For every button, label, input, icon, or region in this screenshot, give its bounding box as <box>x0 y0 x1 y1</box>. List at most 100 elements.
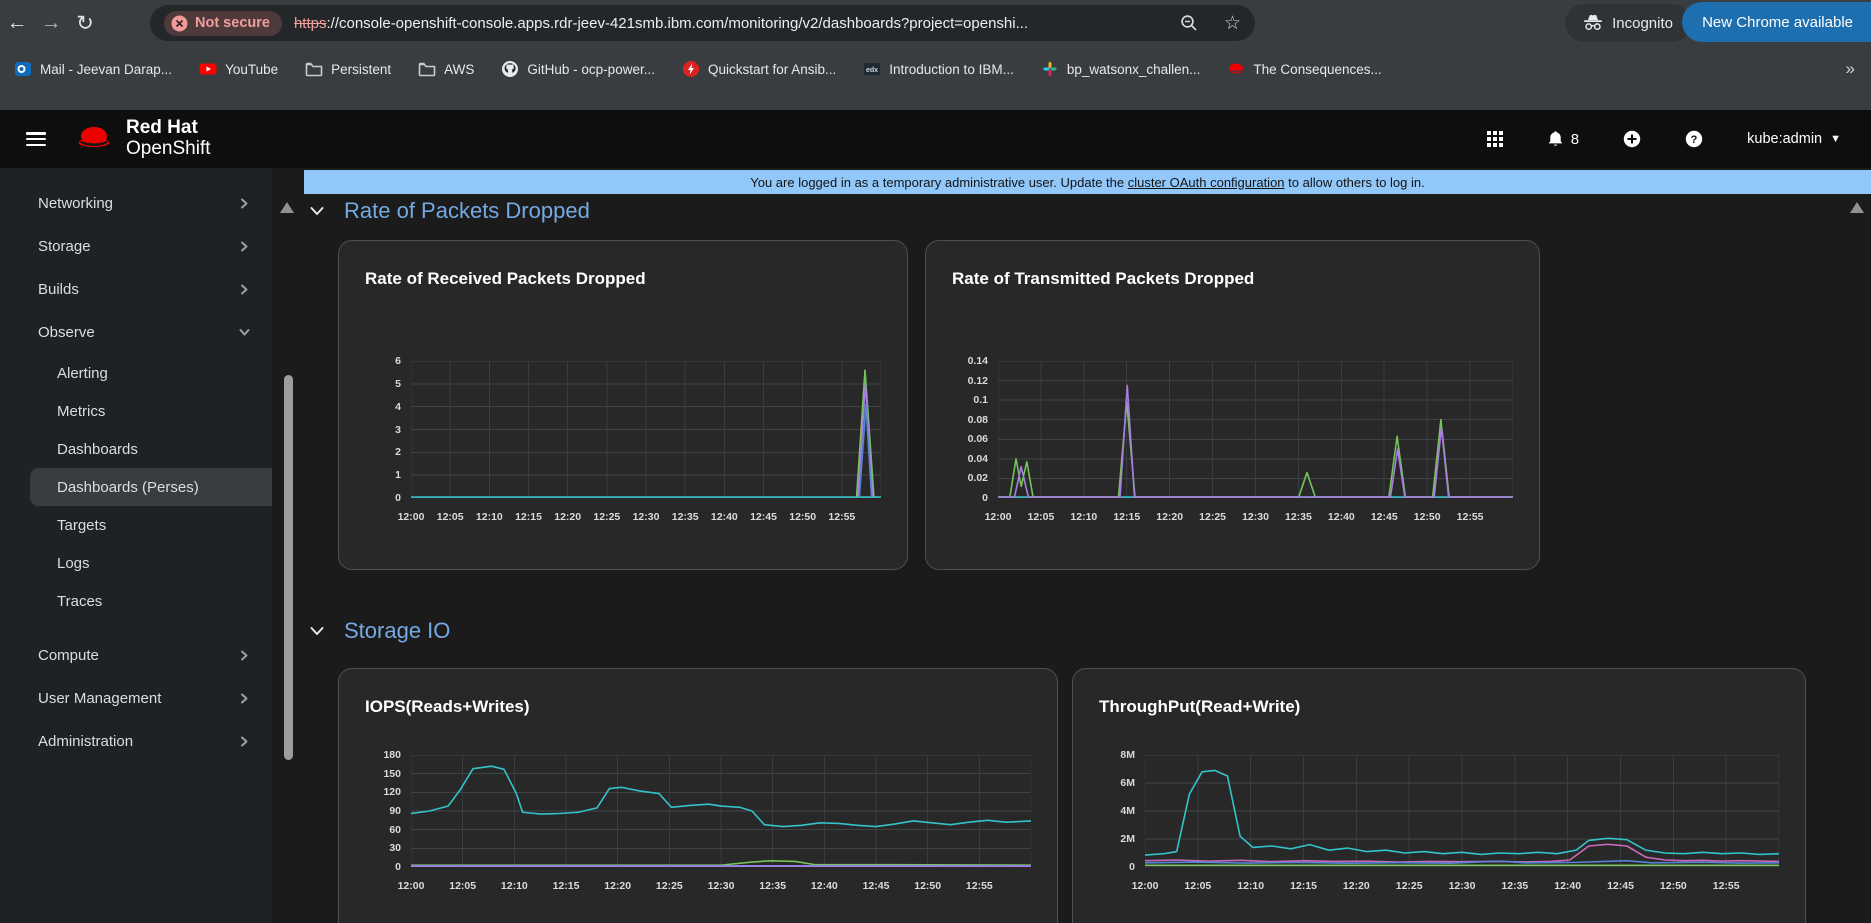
chart-area: 180 150 120 90 60 30 0 <box>365 749 1031 873</box>
x-tick-label: 12:50 <box>1413 511 1441 523</box>
x-tick-label: 12:55 <box>965 880 993 892</box>
chart-area: 8M 6M 4M 2M 0 <box>1099 749 1779 873</box>
y-tick-label: 30 <box>389 842 401 855</box>
section-storage-io[interactable]: Storage IO <box>310 618 450 644</box>
sidebar-nav: Networking Storage Builds Observe Alerting Me… <box>0 168 272 923</box>
bookmark-item[interactable]: GitHub - ocp-power... <box>501 60 655 78</box>
x-tick-label: 12:10 <box>1070 511 1098 523</box>
sidebar-item-alerting[interactable]: Alerting <box>0 354 272 392</box>
y-tick-label: 0 <box>982 492 988 504</box>
bookmark-item[interactable]: The Consequences... <box>1227 60 1382 78</box>
help-icon[interactable]: ? <box>1685 130 1703 148</box>
add-plus-icon[interactable] <box>1623 130 1641 148</box>
notifications-bell[interactable]: 8 <box>1547 130 1579 148</box>
x-tick-label: 12:10 <box>1237 880 1265 892</box>
x-tick-label: 12:05 <box>449 880 477 892</box>
sidebar-item-dashboards[interactable]: Dashboards <box>0 430 272 468</box>
x-tick-label: 12:40 <box>1327 511 1355 523</box>
redhat-fedora-icon <box>78 127 110 147</box>
sidebar-item-targets[interactable]: Targets <box>0 506 272 544</box>
sidebar-item-label: Storage <box>38 238 91 255</box>
plot-region[interactable] <box>411 361 881 498</box>
github-icon <box>501 60 519 78</box>
sidebar-item-administration[interactable]: Administration <box>0 720 272 763</box>
section-chevron-icon <box>310 207 324 215</box>
sidebar-item-observe[interactable]: Observe <box>0 311 272 354</box>
y-tick-label: 60 <box>389 823 401 836</box>
panel-iops: IOPS(Reads+Writes) 180 150 120 90 60 30 0 12:00… <box>338 668 1058 923</box>
address-bar[interactable]: Not secure https://console-openshift-con… <box>150 5 1255 41</box>
y-tick-label: 4M <box>1120 805 1135 817</box>
section-chevron-icon <box>310 627 324 635</box>
bookmark-item[interactable]: Persistent <box>305 60 391 78</box>
folder-icon <box>305 60 323 78</box>
sidebar-item-networking[interactable]: Networking <box>0 182 272 225</box>
scrollbar-thumb[interactable] <box>284 375 293 760</box>
y-tick-label: 180 <box>383 749 401 761</box>
section-title: Storage IO <box>344 618 451 643</box>
bookmark-item[interactable]: bp_watsonx_challen... <box>1041 60 1200 78</box>
bookmark-label: Introduction to IBM... <box>889 61 1014 77</box>
scroll-up-arrow-right[interactable] <box>1850 202 1864 213</box>
y-tick-label: 2M <box>1120 833 1135 845</box>
y-tick-label: 4 <box>395 400 401 413</box>
scroll-up-arrow-left[interactable] <box>280 202 294 213</box>
username: kube:admin <box>1747 131 1823 147</box>
chevron-right-icon <box>241 736 248 747</box>
sidebar-item-metrics[interactable]: Metrics <box>0 392 272 430</box>
x-tick-label: 12:10 <box>500 880 528 892</box>
plot-region[interactable] <box>411 755 1031 867</box>
bookmark-item[interactable]: YouTube <box>199 60 278 78</box>
not-secure-badge[interactable]: Not secure <box>164 10 282 36</box>
x-tick-label: 12:55 <box>1712 880 1740 892</box>
new-chrome-button[interactable]: New Chrome available <box>1682 2 1871 42</box>
menu-hamburger-icon[interactable] <box>26 132 46 146</box>
bookmark-star-icon[interactable]: ☆ <box>1223 12 1241 34</box>
sidebar-item-storage[interactable]: Storage <box>0 225 272 268</box>
y-tick-label: 0.02 <box>967 472 988 485</box>
section-title: Rate of Packets Dropped <box>344 198 590 223</box>
sidebar-item-label: Targets <box>57 516 107 534</box>
x-tick-label: 12:50 <box>914 880 942 892</box>
apps-grid-icon[interactable] <box>1486 131 1503 147</box>
x-tick-label: 12:25 <box>1199 511 1227 523</box>
user-menu[interactable]: kube:admin ▼ <box>1747 131 1841 147</box>
sidebar-item-traces[interactable]: Traces <box>0 582 272 620</box>
bookmark-item[interactable]: Mail - Jeevan Darap... <box>14 60 172 78</box>
back-icon[interactable]: ← <box>6 11 28 34</box>
bookmark-item[interactable]: edx Introduction to IBM... <box>863 60 1014 78</box>
x-tick-label: 12:50 <box>789 511 817 523</box>
y-tick-label: 5 <box>395 377 401 390</box>
section-rate-of-packets-dropped[interactable]: Rate of Packets Dropped <box>310 198 590 224</box>
x-tick-label: 12:20 <box>554 511 582 523</box>
oauth-config-link[interactable]: cluster OAuth configuration <box>1127 174 1285 190</box>
y-tick-label: 1 <box>395 469 401 482</box>
reload-icon[interactable]: ↻ <box>76 11 94 35</box>
sidebar-item-compute[interactable]: Compute <box>0 634 272 677</box>
sidebar-item-builds[interactable]: Builds <box>0 268 272 311</box>
y-axis-labels: 8M 6M 4M 2M 0 <box>1099 749 1145 873</box>
y-tick-label: 0.04 <box>967 452 988 465</box>
plot-region[interactable] <box>998 361 1513 498</box>
x-tick-label: 12:40 <box>810 880 838 892</box>
redhat-openshift-logo: Red Hat OpenShift <box>72 118 211 159</box>
url-text[interactable]: https://console-openshift-console.apps.r… <box>293 14 1029 32</box>
sidebar-item-logs[interactable]: Logs <box>0 544 272 582</box>
sidebar-item-user-management[interactable]: User Management <box>0 677 272 720</box>
zoom-search-icon[interactable] <box>1180 14 1198 32</box>
redhat-icon <box>1227 60 1245 78</box>
chevron-right-icon <box>241 693 248 704</box>
plot-region[interactable] <box>1145 755 1779 867</box>
sidebar-item-label: Alerting <box>57 364 108 382</box>
bookmark-item[interactable]: AWS <box>418 60 474 78</box>
bookmarks-bar: Mail - Jeevan Darap... YouTube Persistent A… <box>0 46 1871 110</box>
x-axis-labels: 12:00 12:05 12:10 12:15 12:20 12:25 12:30 12:35… <box>985 511 1513 525</box>
chart-area: 0.14 0.12 0.1 0.08 0.06 0.04 0.02 0 <box>952 355 1513 504</box>
sidebar-item-dashboards-perses[interactable]: Dashboards (Perses) <box>30 468 272 506</box>
bookmarks-overflow-icon[interactable]: » <box>1845 59 1855 78</box>
forward-icon[interactable]: → <box>40 11 62 34</box>
chevron-right-icon <box>241 650 248 661</box>
slack-icon <box>1041 60 1059 78</box>
bookmark-item[interactable]: Quickstart for Ansib... <box>682 60 836 78</box>
chevron-right-icon <box>241 284 248 295</box>
